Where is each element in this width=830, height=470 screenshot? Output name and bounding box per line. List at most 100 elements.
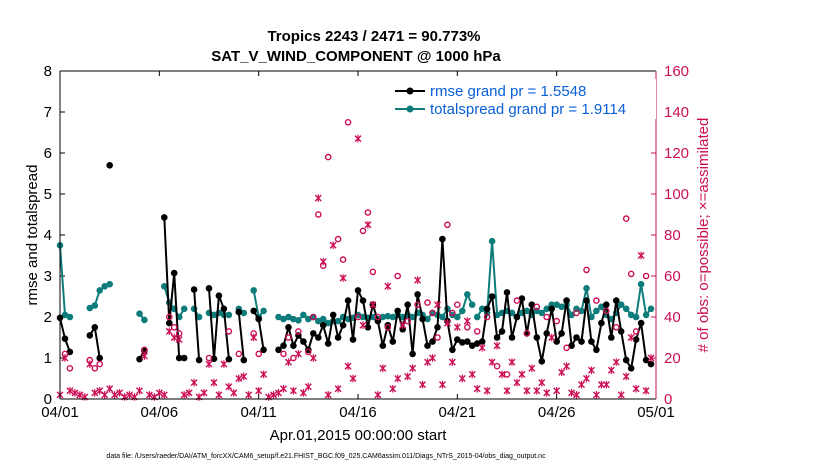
obs-assimilated-point — [155, 389, 163, 397]
obs-assimilated-point — [175, 335, 183, 344]
rmse-point — [558, 330, 565, 337]
y2-tick-label: 140 — [664, 104, 689, 121]
obs-possible-point — [314, 211, 322, 218]
obs-assimilated-point — [170, 333, 178, 342]
rmse-point — [300, 338, 307, 345]
spread-point — [86, 304, 94, 312]
obs-assimilated-point — [438, 380, 446, 389]
rmse-line — [193, 289, 201, 361]
y2-tick-label: 0 — [664, 391, 672, 408]
obs-possible-point — [613, 323, 620, 331]
obs-possible-point — [290, 354, 297, 362]
rmse-point — [354, 287, 362, 294]
obs-possible-point — [453, 301, 461, 309]
obs-assimilated-point — [126, 391, 134, 399]
obs-possible-point — [424, 299, 431, 306]
y2-tick-label: 40 — [664, 309, 681, 326]
rmse-point — [136, 355, 143, 363]
rmse-point — [493, 334, 501, 341]
y-tick-label: 3 — [44, 268, 52, 285]
rmse-point — [622, 356, 630, 364]
obs-assimilated-point — [498, 370, 506, 379]
spread-point — [617, 301, 625, 309]
y2-tick-label: 80 — [664, 227, 681, 244]
spread-point — [305, 315, 312, 323]
spread-point — [632, 313, 640, 321]
legend-rmse-marker — [406, 87, 414, 95]
rmse-point — [503, 289, 511, 296]
obs-assimilated-point — [190, 378, 198, 387]
spread-point — [240, 309, 248, 317]
y2-axis-label: # of obs: o=possible; ×=assimilated — [695, 118, 712, 353]
rmse-point — [603, 301, 610, 309]
rmse-point — [563, 297, 570, 304]
obs-assimilated-point — [135, 387, 143, 395]
rmse-point — [344, 297, 352, 304]
rmse-point — [464, 338, 471, 345]
obs-assimilated-point — [533, 387, 541, 395]
obs-possible-point — [339, 256, 347, 263]
spread-point — [647, 305, 655, 313]
obs-assimilated-point — [260, 370, 268, 379]
rmse-point — [613, 297, 620, 304]
obs-assimilated-point — [419, 380, 427, 389]
obs-assimilated-point — [563, 362, 571, 370]
rmse-point — [349, 336, 357, 343]
rmse-point — [454, 336, 461, 343]
obs-possible-point — [384, 323, 392, 331]
rmse-point — [389, 338, 397, 345]
spread-point — [488, 237, 496, 245]
obs-assimilated-point — [553, 387, 561, 395]
rmse-point — [483, 305, 491, 313]
spread-point — [454, 313, 461, 321]
obs-assimilated-point — [414, 276, 422, 284]
obs-assimilated-point — [354, 134, 362, 143]
obs-assimilated-point — [458, 374, 466, 383]
obs-possible-point — [91, 364, 99, 372]
obs-possible-point — [66, 364, 74, 372]
rmse-point — [608, 334, 615, 341]
rmse-point — [468, 342, 476, 350]
obs-assimilated-point — [637, 251, 645, 260]
spread-point — [538, 309, 546, 317]
obs-assimilated-point — [364, 220, 372, 229]
obs-assimilated-point — [304, 382, 312, 391]
spread-point — [642, 311, 650, 319]
obs-assimilated-point — [647, 354, 655, 362]
rmse-point — [175, 354, 183, 362]
spread-point — [96, 287, 103, 294]
spread-point — [290, 315, 297, 323]
rmse-point — [568, 342, 575, 350]
obs-possible-point — [304, 348, 312, 356]
obs-assimilated-point — [443, 319, 451, 327]
obs-assimilated-point — [394, 374, 402, 383]
footnote: data file: /Users/raeder/DAI/ATM_forcXX/… — [106, 453, 546, 460]
x-axis-label: Apr.01,2015 00:00:00 start — [270, 427, 448, 444]
obs-assimilated-point — [284, 358, 292, 366]
obs-possible-point — [404, 317, 412, 325]
obs-possible-point — [483, 313, 491, 321]
x-tick-label: 04/06 — [141, 404, 179, 421]
obs-possible-point — [429, 309, 436, 317]
rmse-point — [429, 338, 436, 345]
obs-layer — [56, 119, 655, 401]
y-tick-label: 7 — [44, 104, 52, 121]
obs-assimilated-point — [389, 384, 397, 393]
obs-assimilated-point — [523, 387, 531, 395]
spread-point — [334, 317, 342, 325]
obs-assimilated-point — [299, 389, 307, 397]
legend-spread-marker — [406, 105, 414, 113]
rmse-point — [518, 295, 526, 302]
obs-possible-point — [622, 215, 630, 222]
spread-point — [195, 313, 203, 321]
rmse-point — [205, 285, 213, 292]
obs-possible-point — [165, 313, 173, 321]
y2-tick-label: 20 — [664, 350, 681, 367]
obs-possible-point — [533, 303, 541, 311]
y2-tick-label: 60 — [664, 268, 681, 285]
rmse-point — [617, 328, 625, 335]
obs-possible-point — [493, 362, 501, 370]
rmse-point — [235, 308, 243, 316]
legend-rmse-label: rmse grand pr = 1.5548 — [430, 83, 586, 100]
y-tick-label: 1 — [44, 350, 52, 367]
